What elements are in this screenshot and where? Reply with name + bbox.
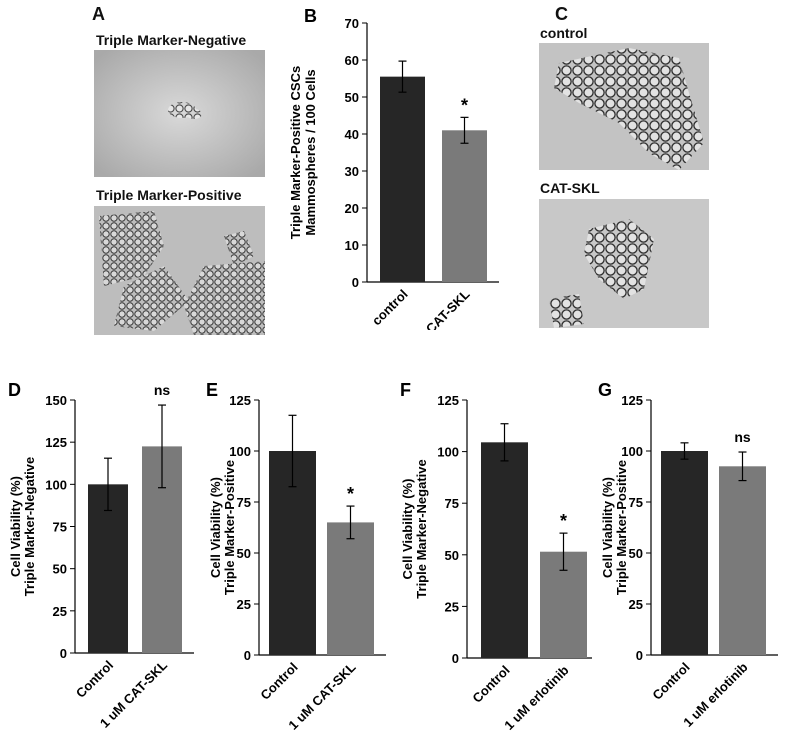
caption-triple-marker-positive: Triple Marker-Positive: [96, 187, 242, 203]
significance-annotation: *: [560, 511, 567, 531]
y-tick-label: 50: [53, 562, 67, 577]
y-axis-label: Triple Marker-Positive CSCs Mammospheres …: [288, 66, 318, 239]
y-tick-label: 50: [345, 90, 359, 105]
y-tick-label: 50: [237, 546, 251, 561]
micrograph-control-image: [539, 43, 709, 170]
micrograph-cat-skl-image: [539, 199, 709, 328]
panel-letter-d: D: [8, 380, 21, 400]
y-tick-label: 125: [437, 393, 459, 408]
y-tick-label: 60: [345, 53, 359, 68]
category-label: Control: [649, 660, 692, 703]
category-label: Control: [257, 660, 300, 703]
y-axis-label-line: Triple Marker-Positive CSCs: [288, 66, 303, 239]
panel-letter-e: E: [206, 380, 218, 400]
y-axis-label: Cell Viability (%) Triple Marker-Negative: [8, 457, 37, 596]
y-axis-label-line: Mammospheres / 100 Cells: [303, 69, 318, 235]
y-tick-label: 30: [345, 164, 359, 179]
y-axis-label-line: Cell Viability (%): [400, 479, 415, 580]
y-tick-label: 75: [237, 495, 251, 510]
y-tick-label: 100: [229, 444, 251, 459]
panel-letter-g: G: [598, 380, 612, 400]
bar-control: [661, 451, 708, 655]
micrograph-cat-skl: [539, 199, 709, 328]
y-tick-label: 0: [352, 275, 359, 290]
y-tick-label: 0: [60, 646, 67, 661]
bar-control: [88, 484, 128, 653]
y-axis-label-line: Cell Viability (%): [208, 477, 223, 578]
y-axis-label: Cell Viability (%) Triple Marker-Positive: [208, 460, 237, 595]
category-label: Control: [73, 658, 116, 701]
y-axis-label-line: Cell Viability (%): [600, 477, 615, 578]
y-tick-label: 25: [445, 599, 459, 614]
y-tick-label: 100: [45, 477, 67, 492]
caption-triple-marker-negative: Triple Marker-Negative: [96, 32, 247, 48]
y-tick-label: 100: [437, 445, 459, 460]
category-label: 1uM CAT-SKL: [402, 286, 473, 330]
caption-control: control: [540, 25, 588, 41]
chart-g: G 0 25 50 75 100 125 Cell Viability (%) Triple M…: [598, 380, 778, 730]
y-axis-label: Cell Viability (%) Triple Marker-Negative: [400, 459, 429, 598]
y-tick-label: 0: [452, 651, 459, 666]
y-tick-label: 0: [636, 648, 643, 663]
y-tick-label: 125: [229, 393, 251, 408]
y-tick-label: 125: [45, 435, 67, 450]
y-tick-label: 0: [244, 648, 251, 663]
y-axis-label: Cell Viability (%) Triple Marker-Positive: [600, 460, 629, 595]
y-tick-label: 75: [629, 495, 643, 510]
y-tick-label: 125: [621, 393, 643, 408]
chart-b: B 0 10 20 30 40 50 60 70 Triple Marker-Positive C…: [288, 6, 499, 330]
significance-annotation: *: [347, 484, 354, 504]
chart-f: F 0 25 50 75 100 125 Cell Viability (%) Triple M…: [400, 380, 592, 733]
y-tick-label: 20: [345, 201, 359, 216]
micrograph-control: [539, 43, 709, 170]
y-tick-label: 100: [621, 444, 643, 459]
chart-d: D 0 25 50 75 100 125 150 Cell Viability (%) Tripl…: [8, 380, 194, 731]
y-tick-label: 75: [53, 520, 67, 535]
y-tick-label: 10: [345, 238, 359, 253]
micrograph-triple-negative-image: [94, 50, 265, 177]
micrograph-triple-negative: [94, 50, 265, 177]
significance-annotation: *: [461, 95, 468, 115]
micrograph-triple-positive-image: [94, 206, 265, 335]
y-axis-label-line: Cell Viability (%): [8, 476, 23, 577]
y-axis-label-line: Triple Marker-Positive: [614, 460, 629, 595]
chart-e: E 0 25 50 75 100 125 Cell Viability (%) Triple M…: [206, 380, 386, 733]
significance-annotation: ns: [154, 382, 171, 398]
y-axis-label-line: Triple Marker-Negative: [414, 459, 429, 598]
bar-treatment: [719, 466, 766, 655]
bar-control: [380, 76, 425, 283]
y-tick-label: 25: [53, 604, 67, 619]
category-label: Control: [469, 663, 512, 706]
y-axis-label-line: Triple Marker-Positive: [222, 460, 237, 595]
significance-annotation: ns: [734, 429, 751, 445]
panel-letter-c: C: [555, 4, 568, 24]
y-tick-label: 25: [237, 597, 251, 612]
panel-letter-f: F: [400, 380, 411, 400]
category-label: control: [369, 287, 411, 329]
bar-control: [481, 442, 528, 658]
bar-treatment: [442, 130, 487, 282]
bar-treatment: [327, 522, 374, 655]
y-tick-label: 25: [629, 597, 643, 612]
panel-letter-b: B: [304, 6, 317, 26]
y-tick-label: 150: [45, 393, 67, 408]
y-tick-label: 40: [345, 127, 359, 142]
panel-letter-a: A: [92, 4, 105, 24]
y-axis-label-line: Triple Marker-Negative: [22, 457, 37, 596]
micrograph-triple-positive: [94, 206, 265, 335]
caption-cat-skl: CAT-SKL: [540, 180, 600, 196]
y-tick-label: 50: [629, 546, 643, 561]
y-tick-label: 70: [345, 16, 359, 31]
y-tick-label: 50: [445, 548, 459, 563]
y-tick-label: 75: [445, 496, 459, 511]
